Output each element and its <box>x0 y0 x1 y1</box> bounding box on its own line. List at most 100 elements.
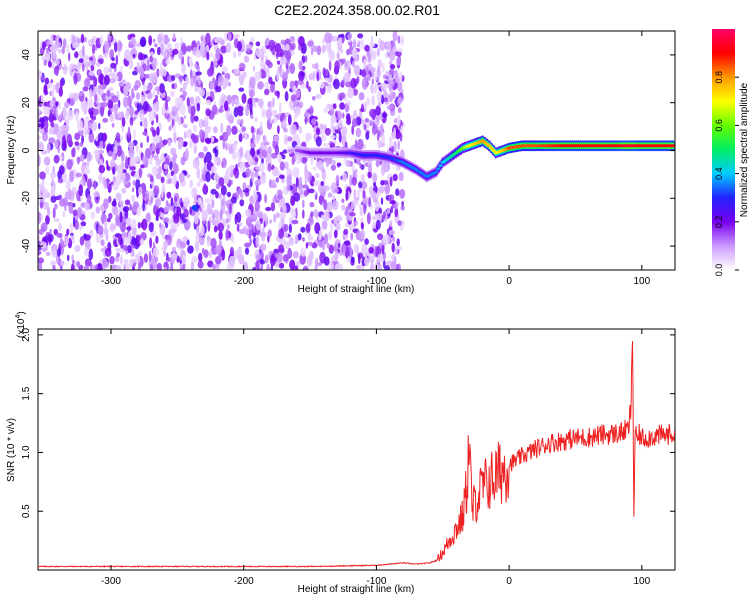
noise-speckle <box>239 199 245 207</box>
noise-speckle <box>153 112 157 119</box>
noise-speckle <box>93 191 100 198</box>
noise-speckle <box>312 70 315 81</box>
noise-speckle <box>58 165 65 175</box>
noise-speckle <box>386 208 391 215</box>
noise-speckle <box>122 169 127 174</box>
noise-speckle <box>298 36 305 47</box>
noise-speckle <box>152 165 158 176</box>
noise-speckle <box>88 122 92 129</box>
noise-speckle <box>161 68 167 77</box>
noise-speckle <box>279 48 284 58</box>
noise-speckle <box>279 262 285 269</box>
noise-speckle <box>286 136 293 142</box>
noise-speckle <box>155 113 159 124</box>
noise-speckle <box>215 47 221 60</box>
noise-speckle <box>242 182 247 191</box>
noise-speckle <box>155 147 160 155</box>
noise-speckle <box>295 207 298 220</box>
noise-speckle <box>260 121 263 132</box>
noise-speckle <box>57 194 63 200</box>
noise-speckle <box>155 159 161 167</box>
noise-speckle <box>229 203 232 215</box>
noise-speckle <box>274 144 279 156</box>
noise-speckle <box>43 59 47 66</box>
noise-speckle <box>256 149 261 155</box>
signal-trace-layer <box>294 135 675 183</box>
noise-speckle <box>208 249 213 259</box>
noise-speckle <box>104 52 109 59</box>
noise-speckle <box>396 238 400 247</box>
noise-speckle <box>222 193 226 206</box>
noise-speckle <box>123 85 129 97</box>
noise-speckle <box>250 114 254 120</box>
noise-speckle <box>187 245 194 254</box>
noise-speckle <box>144 147 151 160</box>
noise-speckle <box>323 210 330 222</box>
noise-speckle <box>69 63 76 70</box>
noise-speckle <box>262 213 268 222</box>
noise-speckle <box>378 101 381 108</box>
noise-speckle <box>397 96 403 105</box>
noise-speckle <box>210 188 217 195</box>
noise-speckle <box>281 154 286 160</box>
noise-speckle <box>211 264 217 269</box>
noise-speckle <box>155 235 159 244</box>
noise-speckle <box>99 140 104 150</box>
noise-speckle <box>172 124 176 132</box>
noise-speckle <box>366 212 371 225</box>
noise-speckle <box>254 71 261 82</box>
noise-speckle <box>132 266 135 270</box>
noise-speckle <box>288 223 292 234</box>
noise-speckle <box>332 194 336 201</box>
noise-speckle <box>140 142 143 149</box>
spectrogram-y-label: Frequency (Hz) <box>6 116 17 185</box>
noise-speckle <box>59 237 63 247</box>
noise-speckle <box>306 80 309 90</box>
noise-speckle <box>284 161 289 170</box>
noise-speckle <box>100 204 104 211</box>
noise-speckle <box>103 74 111 86</box>
noise-speckle <box>221 157 227 169</box>
noise-speckle <box>174 42 180 50</box>
noise-speckle <box>357 40 361 45</box>
noise-speckle <box>136 61 140 71</box>
noise-speckle <box>88 248 94 261</box>
noise-speckle <box>183 196 190 208</box>
noise-speckle <box>159 222 162 229</box>
snr-multiplier: (x104) <box>15 311 27 338</box>
noise-speckle <box>259 60 265 70</box>
noise-speckle <box>54 41 61 49</box>
noise-speckle <box>282 254 289 262</box>
noise-speckle <box>354 139 358 149</box>
noise-speckle <box>254 171 259 178</box>
noise-speckle <box>84 168 91 175</box>
noise-speckle <box>364 118 369 123</box>
noise-speckle <box>125 110 130 120</box>
noise-speckle <box>245 168 251 178</box>
noise-speckle <box>240 118 244 125</box>
noise-speckle <box>80 221 87 227</box>
noise-speckle <box>329 142 336 148</box>
noise-speckle <box>180 201 184 208</box>
noise-speckle <box>331 200 339 211</box>
noise-speckle <box>376 67 381 78</box>
noise-speckle <box>117 111 122 119</box>
noise-speckle <box>231 235 235 244</box>
noise-speckle <box>172 33 176 41</box>
noise-speckle <box>86 98 94 109</box>
noise-speckle <box>302 209 305 219</box>
noise-speckle <box>383 234 390 245</box>
noise-speckle <box>128 147 135 159</box>
noise-speckle <box>207 68 213 77</box>
noise-speckle <box>66 133 73 145</box>
noise-speckle <box>266 153 272 163</box>
noise-speckle <box>394 207 399 218</box>
noise-speckle <box>189 179 194 189</box>
noise-speckle <box>83 234 87 239</box>
noise-speckle <box>390 261 397 270</box>
noise-speckle <box>78 91 84 97</box>
noise-speckle <box>352 88 358 96</box>
noise-speckle <box>130 252 135 257</box>
noise-speckle <box>225 229 229 241</box>
noise-speckle <box>61 45 65 55</box>
